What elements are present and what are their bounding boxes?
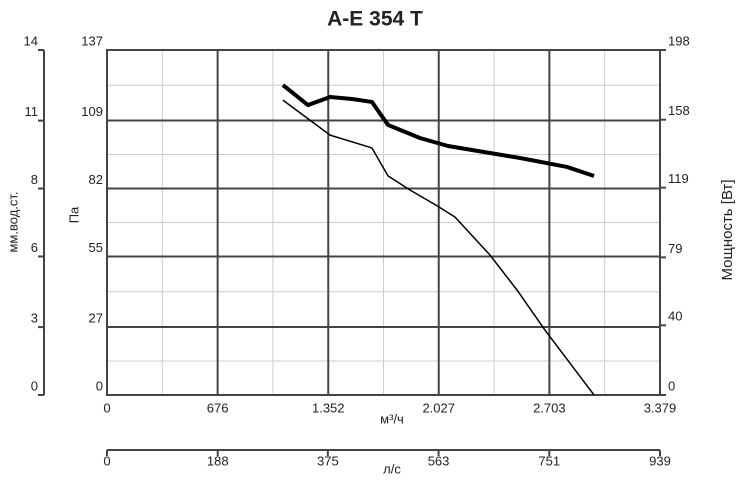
mm-tick-label: 3 [31,311,38,326]
y-tick-label: 82 [89,172,103,187]
y2-tick-label: 158 [668,103,690,118]
ls-tick-label: 188 [207,453,229,468]
mm-tick-label: 11 [25,104,39,119]
x-axis-label: м³/ч [380,411,404,426]
chart-title: A-E 354 T [327,8,423,31]
ls-tick-label: 751 [538,453,560,468]
y-tick-label: 109 [81,104,103,119]
x-tick-label: 2.027 [422,400,455,415]
ls-tick-label: 563 [428,453,450,468]
curve [282,99,595,396]
mm-tick-label: 0 [31,378,38,393]
x-tick-label: 3.379 [644,400,677,415]
x-tick-label: 2.703 [533,400,566,415]
mm-tick-label: 6 [31,240,38,255]
y2-tick-label: 79 [668,241,682,256]
y2-tick-label: 0 [668,378,675,393]
mm-axis-label: мм.вод.ст. [5,191,20,252]
y2-axis-label: Мощность [Вт] [719,179,736,280]
ls-axis-label: л/с [383,461,401,476]
mm-tick-label: 8 [31,172,38,187]
ls-tick-label: 0 [103,453,110,468]
y-tick-label: 55 [89,240,103,255]
ls-tick-label: 375 [317,453,339,468]
y2-tick-label: 198 [668,33,690,48]
curve [281,83,595,178]
ls-tick-label: 939 [649,453,671,468]
y-axis-label: Па [66,206,81,223]
x-tick-label: 0 [103,400,110,415]
y2-tick-label: 40 [668,309,682,324]
y2-tick-label: 119 [668,171,689,186]
y-tick-label: 137 [81,33,103,48]
x-tick-label: 1.352 [312,400,345,415]
plot-frame [106,49,661,396]
mm-tick-label: 14 [24,33,38,48]
y-tick-label: 27 [89,310,103,325]
y-tick-label: 0 [96,378,103,393]
x-tick-label: 676 [207,400,229,415]
